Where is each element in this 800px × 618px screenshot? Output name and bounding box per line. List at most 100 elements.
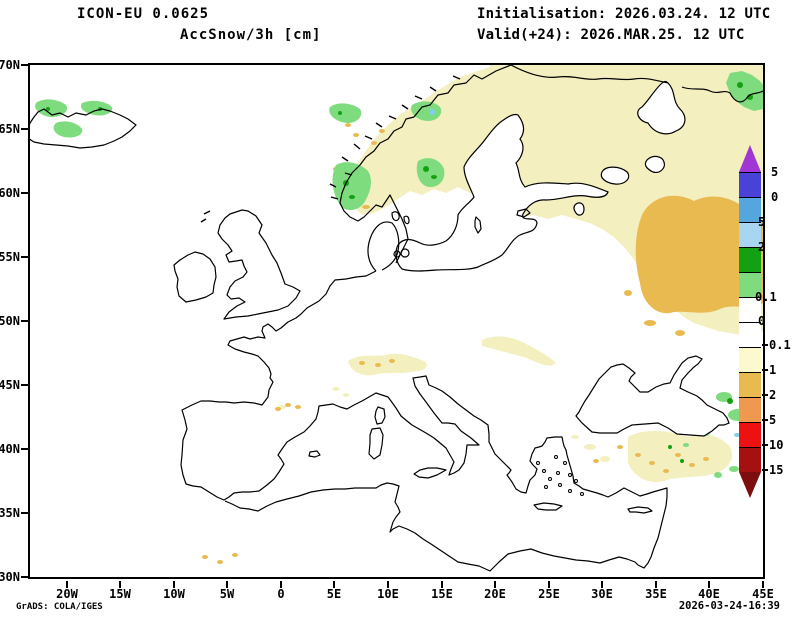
- lon-tick-35E: [655, 581, 657, 588]
- colorbar-value-5: 0: [758, 314, 766, 328]
- funen-island: [393, 250, 401, 258]
- colorbar-value-7: 1: [769, 363, 777, 377]
- colorbar-tick-7: [762, 369, 768, 371]
- lon-tick-45E: [762, 581, 764, 588]
- colorbar-segment-2: [739, 222, 761, 247]
- cyprus: [627, 506, 653, 514]
- lake-vanern: [391, 211, 410, 225]
- colorbar-value-6: 0.1: [769, 338, 791, 352]
- colorbar-value-11: 15: [769, 463, 784, 477]
- colorbar-value-0: 5: [771, 165, 779, 179]
- gotland: [474, 216, 482, 234]
- variable-title: AccSnow/3h [cm]: [180, 27, 322, 43]
- lat-tick-40N: [21, 448, 28, 450]
- lat-tick-55N: [21, 256, 28, 258]
- lake-onega: [644, 155, 665, 173]
- colorbar-segment-7: [739, 347, 761, 372]
- lat-label-40N: 40N: [0, 442, 20, 456]
- colorbar-segment-5: [739, 297, 761, 322]
- crete: [533, 502, 563, 511]
- lat-label-60N: 60N: [0, 186, 20, 200]
- lon-tick-20E: [494, 581, 496, 588]
- colorbar-segment-10: [739, 422, 761, 447]
- sicily: [413, 467, 447, 479]
- fjord-texture: [329, 75, 461, 200]
- lon-label-20E: 20E: [484, 587, 506, 601]
- colorbar-bottom-arrow: [739, 472, 761, 498]
- lon-tick-20W: [66, 581, 68, 588]
- lat-tick-70N: [21, 64, 28, 66]
- lon-label-15W: 15W: [109, 587, 131, 601]
- lon-label-20W: 20W: [56, 587, 78, 601]
- colorbar-tick-9: [762, 419, 768, 421]
- lat-tick-30N: [21, 576, 28, 578]
- lon-label-10E: 10E: [377, 587, 399, 601]
- lon-label-35E: 35E: [645, 587, 667, 601]
- corsica: [374, 406, 386, 425]
- lat-label-70N: 70N: [0, 58, 20, 72]
- ireland-coast: [173, 251, 217, 303]
- colorbar-tick-8: [762, 394, 768, 396]
- hebrides: [200, 210, 211, 223]
- colorbar-value-10: 10: [769, 438, 784, 452]
- colorbar-tick-11: [762, 469, 768, 471]
- continental-coast: [180, 270, 668, 572]
- lat-tick-35N: [21, 512, 28, 514]
- lake-ladoga: [600, 166, 630, 185]
- jutland-coast: [367, 221, 400, 272]
- iceland-coast: [30, 108, 137, 149]
- lat-tick-60N: [21, 192, 28, 194]
- zealand-island: [400, 248, 410, 258]
- colorbar-segment-8: [739, 372, 761, 397]
- saaremaa: [516, 208, 531, 218]
- lat-tick-45N: [21, 384, 28, 386]
- lon-tick-0: [280, 581, 282, 588]
- colorbar-segment-9: [739, 397, 761, 422]
- colorbar-value-2: 5: [758, 215, 766, 229]
- colorbar-segment-4: [739, 272, 761, 297]
- lon-label-0: 0: [277, 587, 285, 601]
- colorbar-tick-6: [762, 344, 768, 346]
- lon-tick-25E: [548, 581, 550, 588]
- lon-tick-15W: [119, 581, 121, 588]
- lake-peipus: [573, 202, 585, 216]
- init-time-label: Initialisation: 2026.03.24. 12 UTC: [477, 6, 771, 22]
- lon-label-5W: 5W: [219, 587, 235, 601]
- lat-label-65N: 65N: [0, 122, 20, 136]
- lat-label-35N: 35N: [0, 506, 20, 520]
- lon-tick-5W: [226, 581, 228, 588]
- lon-label-30E: 30E: [591, 587, 613, 601]
- norway-coast: [339, 65, 512, 264]
- colorbar-value-9: 5: [769, 413, 777, 427]
- lon-label-5E: 5E: [326, 587, 342, 601]
- barents-coast: [510, 65, 763, 103]
- colorbar: [739, 145, 761, 498]
- colorbar-top-arrow: [739, 145, 761, 172]
- colorbar-tick-10: [762, 444, 768, 446]
- britain-coast: [217, 209, 301, 320]
- colorbar-segment-11: [739, 447, 761, 472]
- sardinia: [368, 427, 384, 460]
- lon-label-10W: 10W: [163, 587, 185, 601]
- colorbar-value-4: 0.1: [755, 290, 777, 304]
- lon-tick-10W: [173, 581, 175, 588]
- black-sea: [575, 355, 730, 437]
- model-title: ICON-EU 0.0625: [77, 6, 210, 22]
- colorbar-segment-3: [739, 247, 761, 272]
- lat-label-50N: 50N: [0, 314, 20, 328]
- lon-label-25E: 25E: [538, 587, 560, 601]
- aegean-islands: [536, 455, 584, 496]
- baltic-sea: [395, 113, 609, 272]
- colorbar-value-3: 2: [758, 240, 766, 254]
- sea-overlays: [395, 80, 730, 437]
- colorbar-segment-6: [739, 322, 761, 347]
- lat-tick-65N: [21, 128, 28, 130]
- lon-tick-30E: [601, 581, 603, 588]
- lat-label-30N: 30N: [0, 570, 20, 584]
- coastlines: [30, 65, 763, 572]
- lat-tick-50N: [21, 320, 28, 322]
- lon-tick-40E: [708, 581, 710, 588]
- lon-tick-15E: [441, 581, 443, 588]
- map-plot-area: [28, 63, 765, 579]
